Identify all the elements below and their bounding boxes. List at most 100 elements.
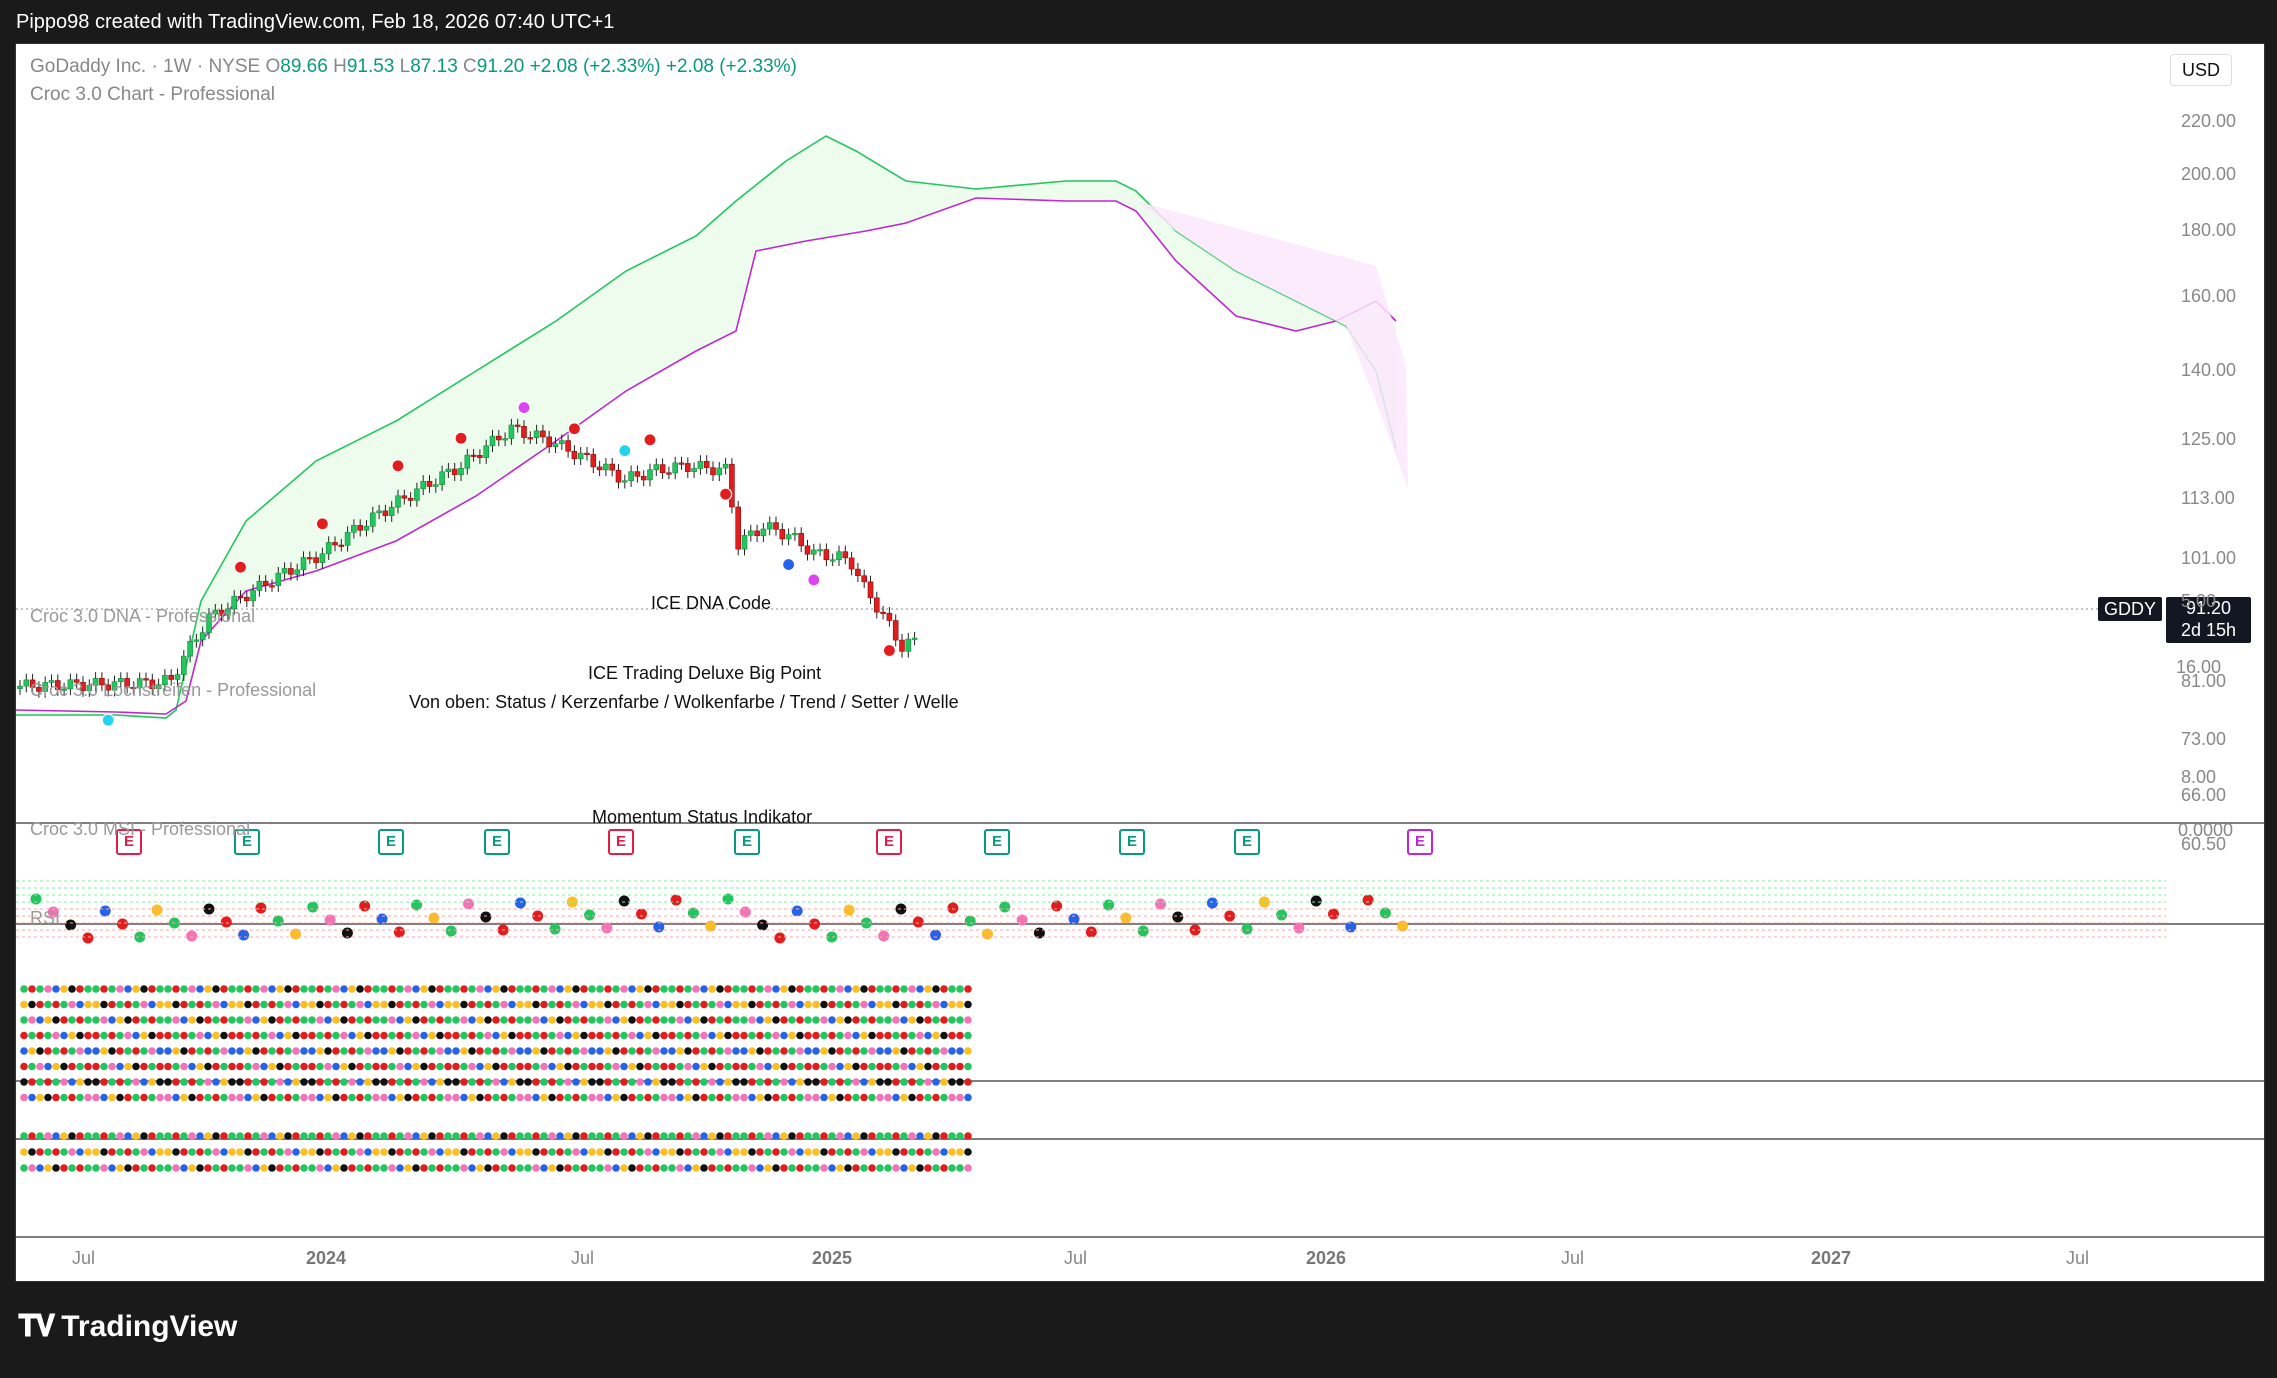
trading-dot: [564, 1016, 572, 1024]
momentum-dot: [756, 1132, 764, 1140]
trading-dot: [540, 1016, 548, 1024]
momentum-dot: [644, 1148, 652, 1156]
momentum-dot: [420, 1132, 428, 1140]
trading-dot: [596, 1000, 604, 1009]
earnings-marker[interactable]: E: [378, 829, 404, 855]
trading-dot: [660, 1016, 668, 1024]
momentum-dot: [508, 1132, 516, 1140]
trading-dot: [444, 1031, 452, 1040]
trading-dot: [188, 1000, 196, 1009]
dna-dot: [670, 894, 682, 906]
candle-body: [225, 608, 231, 616]
earnings-marker[interactable]: E: [734, 829, 760, 855]
trading-dot: [756, 1031, 764, 1040]
trading-dot: [580, 1062, 588, 1071]
trading-dot: [260, 1016, 268, 1024]
chart-frame[interactable]: GoDaddy Inc. · 1W · NYSE O89.66 H91.53 L…: [15, 43, 2265, 1282]
trading-dot: [140, 1078, 148, 1086]
trading-dot: [324, 1000, 332, 1009]
trading-dot: [292, 985, 300, 993]
dna-axis-bottom: 16.00: [2176, 657, 2222, 677]
earnings-marker[interactable]: E: [1234, 829, 1260, 855]
trading-dot: [524, 1031, 532, 1040]
trading-dot: [244, 1000, 252, 1009]
trading-dot: [52, 1093, 60, 1102]
trading-dot: [468, 1062, 476, 1071]
trading-dot: [484, 1093, 492, 1102]
candle-body: [17, 685, 23, 689]
momentum-dot: [884, 1132, 892, 1140]
momentum-dot: [420, 1164, 428, 1172]
trading-dot: [372, 1000, 380, 1009]
trading-dot: [412, 1000, 420, 1009]
trading-dot: [636, 1047, 644, 1055]
momentum-dot: [572, 1164, 580, 1172]
momentum-dot: [868, 1164, 876, 1172]
trading-dot: [796, 1062, 804, 1071]
momentum-dot: [900, 1132, 908, 1140]
momentum-dot: [52, 1148, 60, 1156]
earnings-marker[interactable]: E: [234, 829, 260, 855]
trading-dot: [700, 1093, 708, 1102]
candle-body: [382, 510, 389, 516]
momentum-dot: [852, 1132, 860, 1140]
momentum-dot: [332, 1132, 340, 1140]
candle-body: [275, 572, 282, 586]
trading-dot: [156, 1062, 164, 1071]
trading-dot: [812, 1078, 820, 1086]
trading-dot: [76, 985, 84, 993]
trading-dot: [404, 1000, 412, 1009]
earnings-marker[interactable]: E: [1407, 829, 1433, 855]
trading-dot: [956, 1078, 964, 1086]
trading-dot: [588, 985, 596, 993]
trading-dot: [284, 1031, 292, 1040]
trading-dot: [292, 1093, 300, 1102]
candle-body: [174, 674, 181, 680]
earnings-marker[interactable]: E: [984, 829, 1010, 855]
trading-dot: [796, 1031, 804, 1040]
trading-dot: [156, 1031, 164, 1040]
trading-dot: [700, 1000, 708, 1009]
momentum-dot: [804, 1164, 812, 1172]
trading-dot: [412, 1078, 420, 1086]
candle-body: [162, 674, 168, 686]
trading-dot: [124, 1016, 132, 1024]
trading-dot: [900, 1031, 908, 1040]
earnings-marker[interactable]: E: [484, 829, 510, 855]
earnings-marker[interactable]: E: [116, 829, 142, 855]
candle-body: [344, 532, 351, 546]
momentum-dot: [228, 1132, 236, 1140]
trading-dot: [708, 1000, 716, 1009]
trading-dot: [556, 1062, 564, 1071]
earnings-marker[interactable]: E: [1119, 829, 1145, 855]
trading-dot: [668, 1031, 676, 1040]
trading-dot: [844, 1000, 852, 1009]
momentum-dot: [292, 1164, 300, 1172]
trading-dot: [188, 1031, 196, 1040]
trading-dot: [788, 1000, 796, 1009]
trading-dot: [340, 1093, 348, 1102]
price-axis-label: 220.00: [2181, 111, 2237, 131]
chart-canvas[interactable]: [16, 44, 2264, 1281]
momentum-dot: [900, 1164, 908, 1172]
time-axis-label: 2027: [1811, 1248, 1852, 1268]
momentum-dot: [236, 1132, 244, 1140]
trading-dot: [468, 1031, 476, 1040]
trading-dot: [628, 1062, 636, 1071]
trading-dot: [964, 1062, 972, 1071]
momentum-dot: [188, 1164, 196, 1172]
trading-dot: [52, 1047, 60, 1055]
price-axis-label: 73.00: [2181, 729, 2227, 749]
trading-dot: [708, 1016, 716, 1024]
trading-dot: [132, 1000, 140, 1009]
indicator-label[interactable]: Croc 3.0 Chart - Professional: [30, 84, 275, 105]
earnings-marker[interactable]: E: [608, 829, 634, 855]
candle-body: [407, 497, 414, 501]
momentum-dot: [68, 1132, 76, 1140]
earnings-marker[interactable]: E: [876, 829, 902, 855]
trading-dot: [836, 1093, 844, 1102]
trading-dot: [108, 985, 116, 993]
momentum-dot: [380, 1164, 388, 1172]
currency-button[interactable]: USD: [2170, 54, 2232, 86]
trading-dot: [60, 1047, 68, 1055]
